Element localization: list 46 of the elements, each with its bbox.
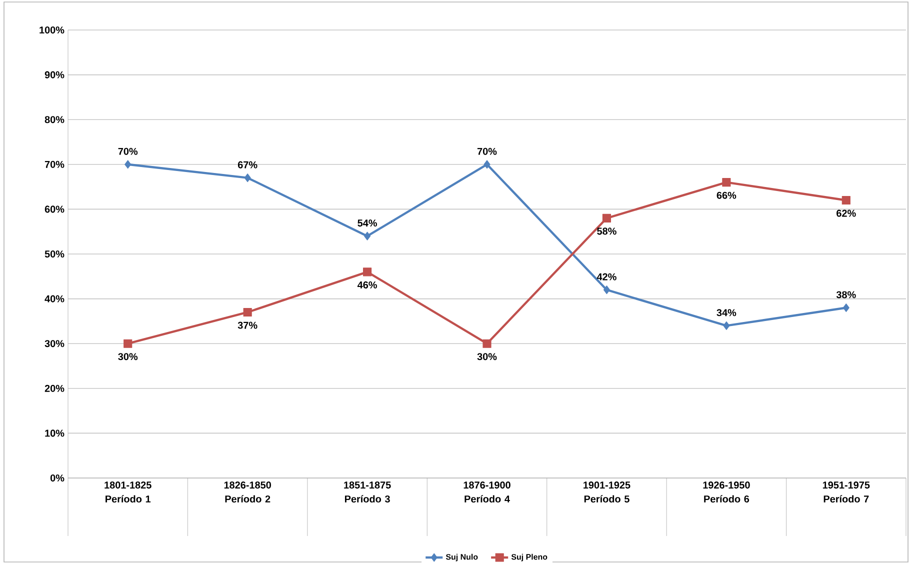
x-tick-label: 1876-1900 Período 4 (464, 482, 510, 503)
y-tick-label: 20% (44, 384, 64, 392)
y-tick-label: 60% (44, 206, 64, 213)
data-label: 70% (118, 148, 138, 155)
data-label: 30% (477, 353, 497, 360)
data-label: 46% (357, 281, 377, 288)
y-tick-label: 0% (50, 474, 64, 482)
y-tick-label: 100% (40, 26, 64, 34)
point (842, 196, 850, 205)
y-tick-label: 40% (44, 295, 64, 302)
y-tick-label: 30% (44, 340, 64, 348)
data-label: 37% (238, 322, 258, 329)
point (244, 174, 251, 182)
point (124, 160, 132, 169)
data-label: 70% (477, 148, 497, 155)
point (363, 268, 372, 276)
x-tick-label: 1801-1825 Período 1 (104, 482, 152, 503)
y-tick-label: 50% (44, 250, 64, 258)
data-label: 54% (358, 220, 377, 227)
point (602, 214, 612, 222)
point (723, 321, 730, 330)
data-label: 38% (836, 291, 856, 298)
x-tick-label: 1926-1950 Período 6 (703, 482, 750, 503)
data-label: 66% (716, 192, 736, 199)
point (364, 232, 371, 240)
y-tick-label: 10% (45, 430, 64, 437)
x-tick-label: 1826-1850 Período 2 (224, 482, 271, 503)
y-tick-label: 70% (44, 160, 64, 168)
point (603, 286, 610, 294)
point (124, 339, 132, 348)
y-tick-label: 90% (44, 71, 64, 78)
y-tick-label: 80% (44, 116, 64, 124)
data-label: 58% (597, 228, 616, 235)
point (484, 160, 490, 169)
data-label: 62% (836, 210, 856, 217)
point (842, 303, 850, 312)
data-label: 34% (716, 309, 736, 316)
data-label: 67% (238, 161, 258, 168)
x-tick-label: 1901-1925 Período 5 (584, 482, 630, 503)
point (482, 339, 492, 348)
point (722, 178, 731, 187)
point (243, 308, 252, 317)
x-tick-label: 1951-1975 Período 7 (822, 482, 870, 503)
data-label: 42% (596, 273, 616, 280)
data-label: 30% (118, 353, 138, 360)
x-tick-label: 1851-1875 Período 3 (344, 482, 391, 503)
